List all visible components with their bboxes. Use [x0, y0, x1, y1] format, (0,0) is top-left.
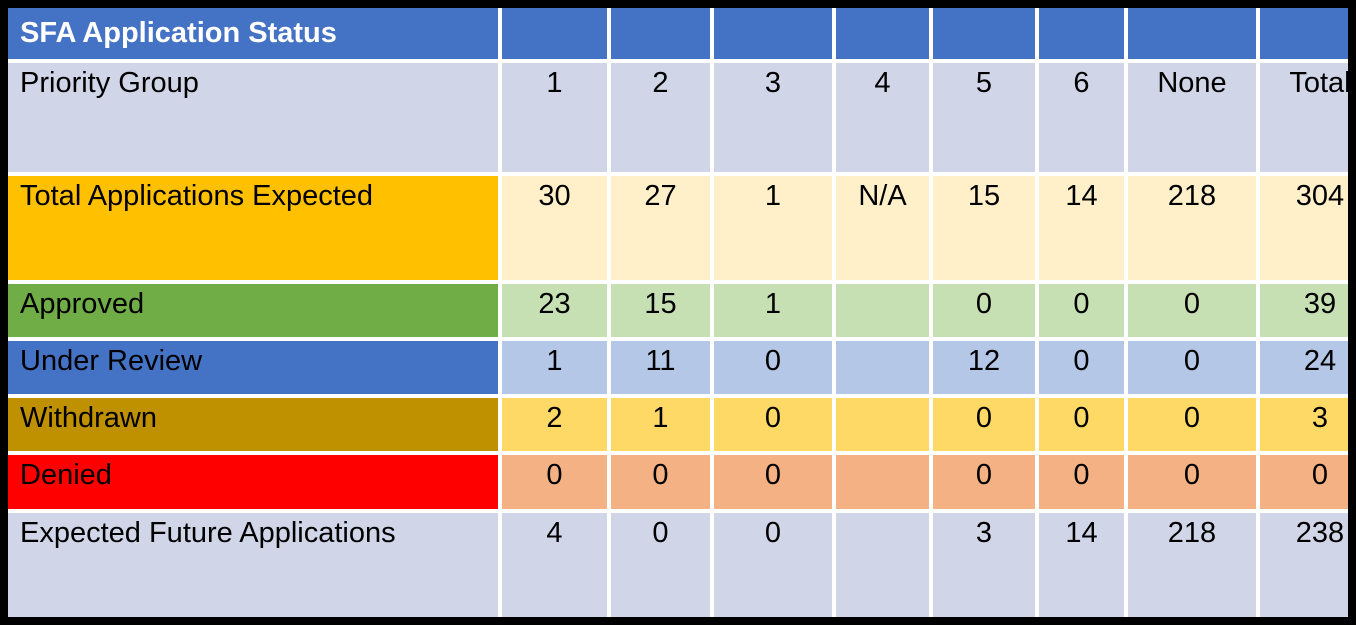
table-cell: 1 [611, 398, 710, 452]
table-cell: 218 [1128, 512, 1256, 617]
table-cell: 0 [933, 455, 1035, 509]
title-band-spacer-cell [1039, 8, 1124, 60]
title-band-spacer-cell [502, 8, 607, 60]
table-cell: 1 [714, 283, 832, 338]
table-cell: N/A [836, 175, 929, 280]
title-band-spacer-cell [611, 8, 710, 60]
column-header-3: 3 [714, 63, 832, 172]
table-cell: 0 [1128, 341, 1256, 395]
row-approved: Approved 23 15 1 0 0 0 39 [8, 283, 1348, 338]
row-expected-future-applications: Expected Future Applications 4 0 0 3 14 … [8, 512, 1348, 617]
table-cell: 23 [502, 283, 607, 338]
table-cell [836, 398, 929, 452]
column-header-1: 1 [502, 63, 607, 172]
table-cell: 0 [714, 398, 832, 452]
table-cell: 14 [1039, 175, 1124, 280]
row-label: Denied [8, 455, 498, 509]
table-cell: 0 [1039, 341, 1124, 395]
table-cell: 27 [611, 175, 710, 280]
column-header-4: 4 [836, 63, 929, 172]
table-cell: 0 [611, 512, 710, 617]
row-label: Expected Future Applications [8, 512, 498, 617]
title-band-spacer-cell [1128, 8, 1256, 60]
row-denied: Denied 0 0 0 0 0 0 0 [8, 455, 1348, 509]
table-cell: 14 [1039, 512, 1124, 617]
table-cell: 0 [1039, 398, 1124, 452]
sfa-status-table: SFA Application Status Priority Group 1 … [8, 8, 1348, 617]
table-cell: 12 [933, 341, 1035, 395]
table-cell [836, 455, 929, 509]
table-cell: 0 [1039, 455, 1124, 509]
table-cell: 4 [502, 512, 607, 617]
table-cell [836, 341, 929, 395]
table-cell: 238 [1260, 512, 1348, 617]
table-cell: 218 [1128, 175, 1256, 280]
column-header-2: 2 [611, 63, 710, 172]
priority-group-header-row: Priority Group 1 2 3 4 5 6 None Total [8, 63, 1348, 172]
table-cell: 30 [502, 175, 607, 280]
row-label: Withdrawn [8, 398, 498, 452]
table-cell: 2 [502, 398, 607, 452]
row-withdrawn: Withdrawn 2 1 0 0 0 0 3 [8, 398, 1348, 452]
row-total-applications-expected: Total Applications Expected 30 27 1 N/A … [8, 175, 1348, 280]
column-header-none: None [1128, 63, 1256, 172]
title-band-spacer-cell [933, 8, 1035, 60]
column-header-5: 5 [933, 63, 1035, 172]
table-cell: 0 [611, 455, 710, 509]
table-cell: 11 [611, 341, 710, 395]
row-label: Approved [8, 283, 498, 338]
table-cell: 0 [714, 341, 832, 395]
table-cell: 0 [1128, 283, 1256, 338]
row-label: Total Applications Expected [8, 175, 498, 280]
table-cell: 0 [1128, 398, 1256, 452]
table-cell: 304 [1260, 175, 1348, 280]
table-cell: 3 [933, 512, 1035, 617]
table-cell: 15 [611, 283, 710, 338]
table-title: SFA Application Status [8, 8, 498, 60]
table-cell: 1 [714, 175, 832, 280]
table-cell: 39 [1260, 283, 1348, 338]
table-cell: 0 [933, 283, 1035, 338]
table-title-row: SFA Application Status [8, 8, 1348, 60]
table-cell: 1 [502, 341, 607, 395]
table-cell: 0 [933, 398, 1035, 452]
table-cell [836, 283, 929, 338]
title-band-spacer-cell [836, 8, 929, 60]
row-under-review: Under Review 1 11 0 12 0 0 24 [8, 341, 1348, 395]
table-cell: 15 [933, 175, 1035, 280]
table-cell [836, 512, 929, 617]
table-cell: 24 [1260, 341, 1348, 395]
column-header-total: Total [1260, 63, 1348, 172]
table-cell: 0 [1039, 283, 1124, 338]
column-header-6: 6 [1039, 63, 1124, 172]
table-cell: 0 [714, 512, 832, 617]
table-cell: 0 [1128, 455, 1256, 509]
table-cell: 3 [1260, 398, 1348, 452]
table-cell: 0 [1260, 455, 1348, 509]
table-cell: 0 [502, 455, 607, 509]
row-label: Under Review [8, 341, 498, 395]
priority-group-label: Priority Group [8, 63, 498, 172]
title-band-spacer-cell [714, 8, 832, 60]
table-cell: 0 [714, 455, 832, 509]
title-band-spacer-cell [1260, 8, 1348, 60]
